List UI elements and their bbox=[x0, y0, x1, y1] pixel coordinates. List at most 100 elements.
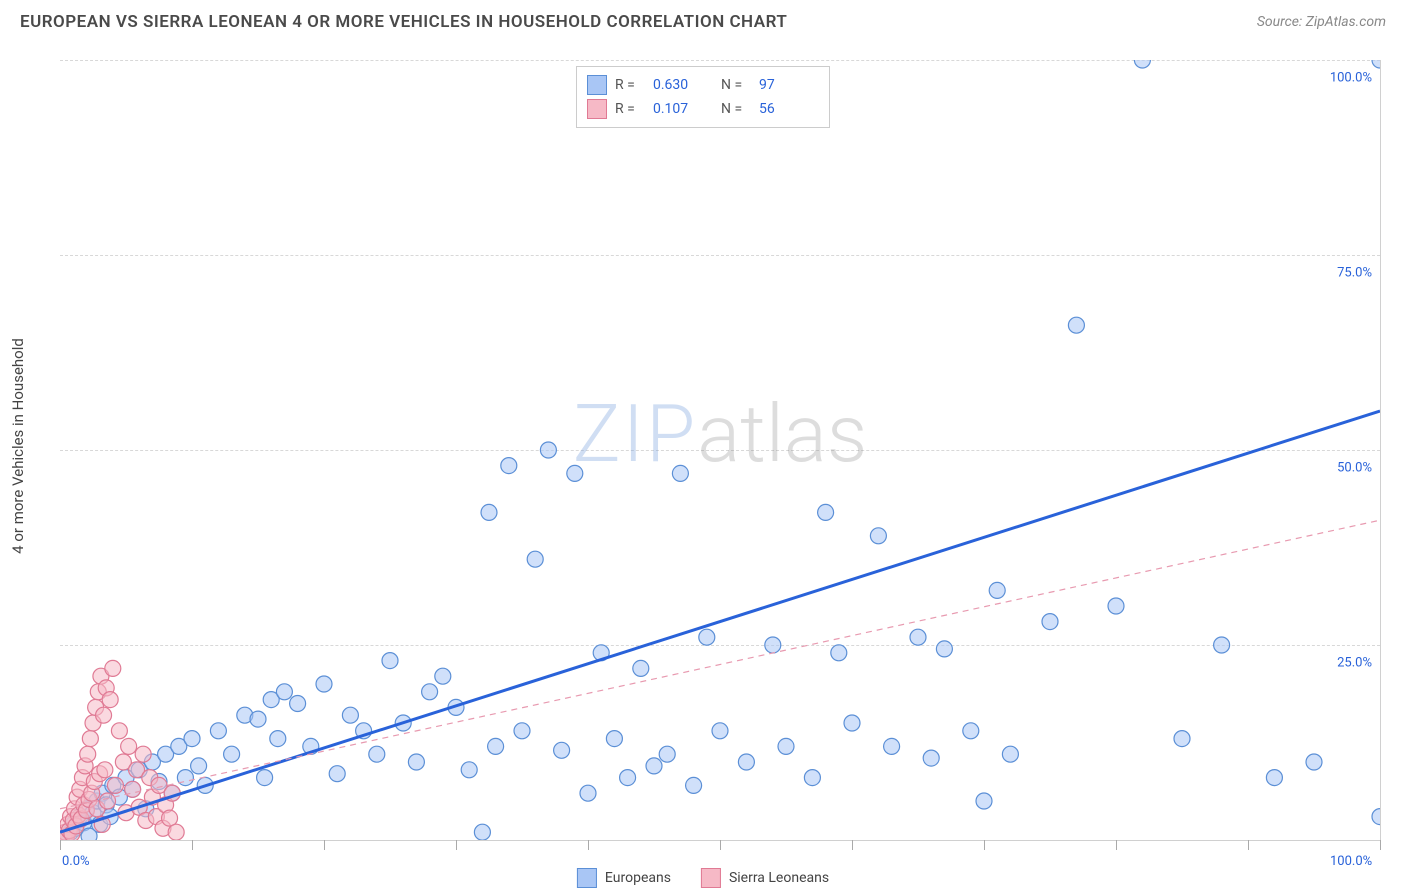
scatter-svg bbox=[60, 60, 1380, 840]
data-point bbox=[567, 465, 583, 481]
data-point bbox=[435, 668, 451, 684]
data-point bbox=[481, 504, 497, 520]
data-point bbox=[342, 707, 358, 723]
x-tick bbox=[1248, 840, 1249, 850]
legend-r-label: R = bbox=[615, 101, 645, 117]
series-legend: Europeans Sierra Leoneans bbox=[577, 868, 829, 888]
data-point bbox=[474, 824, 490, 840]
trend-line bbox=[60, 520, 1380, 809]
data-point bbox=[1372, 60, 1380, 68]
data-point bbox=[844, 715, 860, 731]
x-tick bbox=[1116, 840, 1117, 850]
data-point bbox=[125, 781, 141, 797]
x-tick bbox=[720, 840, 721, 850]
data-point bbox=[738, 754, 754, 770]
data-point bbox=[121, 738, 137, 754]
legend-swatch bbox=[577, 868, 597, 888]
data-point bbox=[107, 777, 123, 793]
trend-line bbox=[60, 411, 1380, 832]
data-point bbox=[672, 465, 688, 481]
data-point bbox=[778, 738, 794, 754]
data-point bbox=[488, 738, 504, 754]
x-tick bbox=[852, 840, 853, 850]
data-point bbox=[316, 676, 332, 692]
data-point bbox=[765, 637, 781, 653]
data-point bbox=[686, 777, 702, 793]
data-point bbox=[699, 629, 715, 645]
legend-swatch bbox=[587, 75, 607, 95]
data-point bbox=[97, 762, 113, 778]
source-label: Source: ZipAtlas.com bbox=[1257, 14, 1386, 30]
data-point bbox=[527, 551, 543, 567]
source-name: ZipAtlas.com bbox=[1306, 14, 1386, 30]
data-point bbox=[461, 762, 477, 778]
data-point bbox=[184, 731, 200, 747]
data-point bbox=[408, 754, 424, 770]
data-point bbox=[1002, 746, 1018, 762]
data-point bbox=[580, 785, 596, 801]
x-tick bbox=[456, 840, 457, 850]
y-axis-label: 4 or more Vehicles in Household bbox=[9, 338, 27, 554]
data-point bbox=[135, 746, 151, 762]
data-point bbox=[257, 770, 273, 786]
data-point bbox=[105, 660, 121, 676]
data-point bbox=[382, 653, 398, 669]
x-tick bbox=[1380, 840, 1381, 850]
x-tick bbox=[984, 840, 985, 850]
data-point bbox=[1266, 770, 1282, 786]
data-point bbox=[1306, 754, 1322, 770]
data-point bbox=[646, 758, 662, 774]
data-point bbox=[270, 731, 286, 747]
data-point bbox=[976, 793, 992, 809]
legend-label: Europeans bbox=[605, 870, 671, 886]
data-point bbox=[1214, 637, 1230, 653]
data-point bbox=[329, 766, 345, 782]
data-point bbox=[712, 723, 728, 739]
data-point bbox=[369, 746, 385, 762]
data-point bbox=[870, 528, 886, 544]
x-tick bbox=[60, 840, 61, 850]
data-point bbox=[606, 731, 622, 747]
legend-n-label: N = bbox=[721, 77, 751, 93]
legend-n-label: N = bbox=[721, 101, 751, 117]
data-point bbox=[111, 723, 127, 739]
legend-r-value: 0.630 bbox=[653, 77, 713, 93]
data-point bbox=[191, 758, 207, 774]
x-tick bbox=[192, 840, 193, 850]
data-point bbox=[1134, 60, 1150, 68]
data-point bbox=[422, 684, 438, 700]
data-point bbox=[1042, 614, 1058, 630]
data-point bbox=[633, 660, 649, 676]
data-point bbox=[1174, 731, 1190, 747]
x-tick bbox=[324, 840, 325, 850]
data-point bbox=[554, 742, 570, 758]
data-point bbox=[100, 793, 116, 809]
data-point bbox=[923, 750, 939, 766]
data-point bbox=[1372, 809, 1380, 825]
legend-n-value: 97 bbox=[759, 77, 819, 93]
legend-r-value: 0.107 bbox=[653, 101, 713, 117]
legend-r-label: R = bbox=[615, 77, 645, 93]
data-point bbox=[818, 504, 834, 520]
legend-row: R = 0.107 N = 56 bbox=[587, 97, 819, 121]
data-point bbox=[501, 458, 517, 474]
data-point bbox=[1108, 598, 1124, 614]
correlation-legend: R = 0.630 N = 97 R = 0.107 N = 56 bbox=[576, 66, 830, 128]
data-point bbox=[540, 442, 556, 458]
data-point bbox=[168, 824, 184, 840]
legend-item: Europeans bbox=[577, 868, 671, 888]
data-point bbox=[514, 723, 530, 739]
data-point bbox=[659, 746, 675, 762]
data-point bbox=[102, 692, 118, 708]
legend-swatch bbox=[701, 868, 721, 888]
legend-n-value: 56 bbox=[759, 101, 819, 117]
data-point bbox=[250, 711, 266, 727]
data-point bbox=[989, 582, 1005, 598]
legend-item: Sierra Leoneans bbox=[701, 868, 829, 888]
legend-row: R = 0.630 N = 97 bbox=[587, 73, 819, 97]
data-point bbox=[804, 770, 820, 786]
x-axis-max-label: 100.0% bbox=[1330, 854, 1372, 869]
data-point bbox=[224, 746, 240, 762]
plot-area: ZIPatlas 25.0%50.0%75.0%100.0% bbox=[60, 60, 1381, 841]
source-prefix: Source: bbox=[1257, 14, 1306, 30]
